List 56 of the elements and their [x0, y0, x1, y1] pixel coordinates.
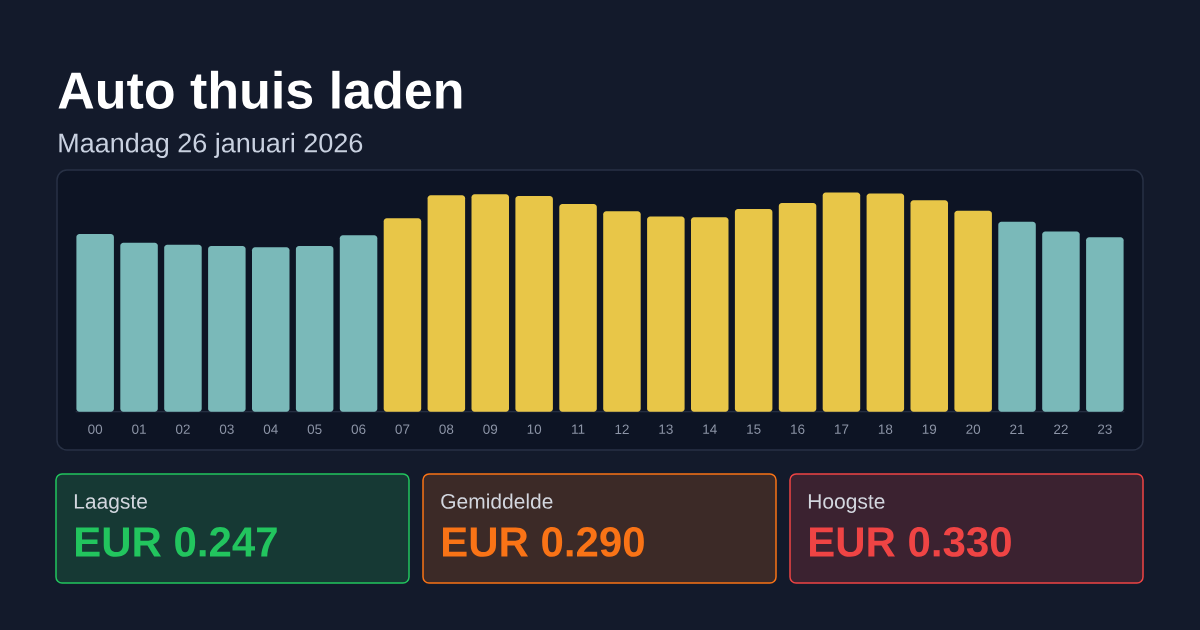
x-tick-label: 00 — [88, 424, 103, 434]
bar — [515, 195, 553, 412]
x-tick-label: 20 — [966, 424, 981, 434]
bar — [208, 245, 246, 412]
bar — [252, 247, 290, 412]
x-tick-label: 10 — [527, 424, 542, 434]
bar — [910, 200, 948, 412]
bar — [954, 210, 992, 412]
category-label: Laagste — [74, 494, 147, 513]
x-tick-label: 13 — [659, 424, 673, 434]
x-tick-label: 05 — [307, 424, 322, 434]
x-tick-label: 07 — [395, 424, 410, 434]
bar — [120, 242, 158, 412]
x-tick-label: 03 — [219, 424, 234, 434]
bar — [778, 202, 817, 412]
bar — [647, 216, 685, 412]
x-tick-label: 18 — [878, 424, 893, 434]
category-label: Hoogste — [808, 494, 885, 513]
x-tick-label: 08 — [439, 424, 454, 434]
bar — [866, 193, 905, 412]
x-tick-label: 21 — [1010, 424, 1024, 434]
bar — [383, 218, 422, 412]
x-tick-label: 16 — [791, 424, 805, 434]
x-tick-label: 14 — [703, 424, 717, 434]
bar — [339, 235, 378, 412]
x-tick-label: 02 — [175, 424, 190, 434]
bar — [1086, 237, 1124, 412]
bar — [559, 204, 597, 412]
x-tick-label: 23 — [1098, 424, 1112, 434]
bar — [734, 209, 773, 412]
bar — [691, 217, 729, 412]
text: EUR 0.247 — [76, 527, 277, 557]
bar — [998, 221, 1036, 412]
x-tick-label: 17 — [834, 424, 849, 434]
bar — [427, 195, 466, 412]
text: EUR 0.290 — [443, 527, 644, 557]
bar — [164, 244, 202, 412]
category-label: Gemiddelde — [441, 493, 553, 509]
x-tick-label: 22 — [1054, 424, 1068, 434]
x-tick-label: 11 — [572, 424, 585, 434]
x-tick-label: 09 — [483, 424, 498, 434]
x-tick-label: 15 — [747, 424, 761, 434]
x-tick-label: 19 — [922, 424, 937, 434]
x-tick-label: 12 — [615, 424, 629, 434]
bar — [822, 192, 861, 412]
bar — [295, 246, 334, 412]
chart-subtitle: Maandag 26 januari 2026 — [59, 132, 363, 158]
x-tick-label: 04 — [263, 424, 278, 434]
bar — [76, 234, 114, 412]
x-tick-label: 01 — [132, 424, 146, 434]
text: EUR 0.330 — [810, 527, 1011, 557]
bar — [603, 211, 641, 412]
chart-title: Auto thuis laden — [58, 70, 462, 109]
x-tick-label: 06 — [351, 424, 366, 434]
bar — [1042, 231, 1080, 412]
bar — [471, 194, 509, 412]
